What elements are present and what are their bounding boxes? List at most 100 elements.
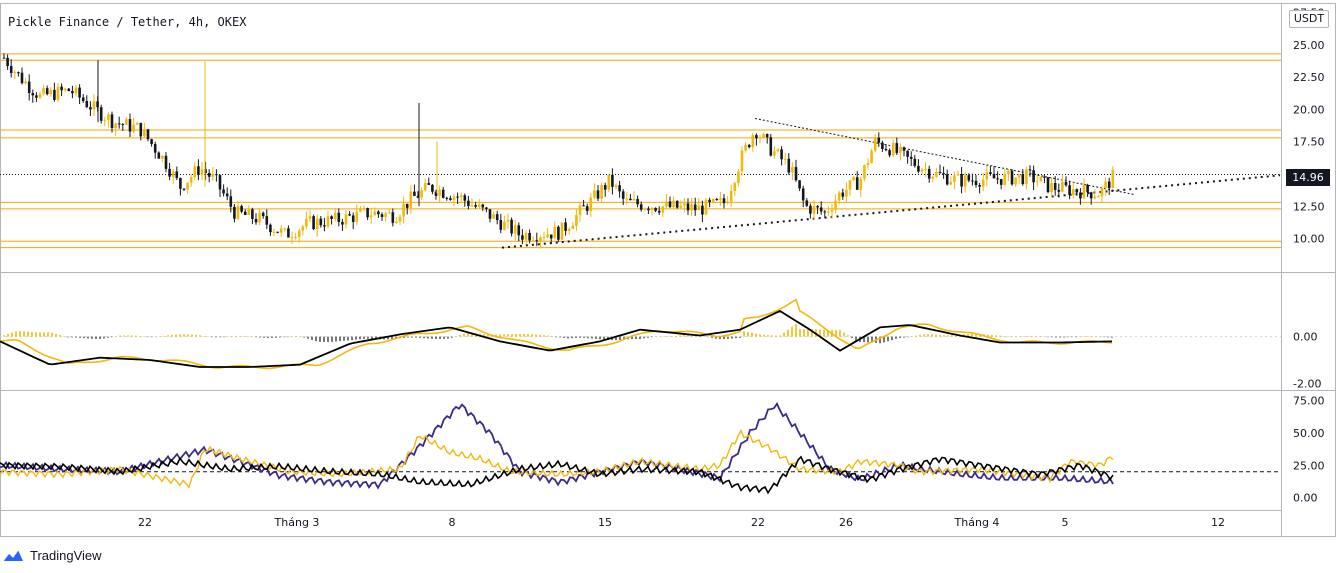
candle-body <box>128 119 132 132</box>
trend-lines <box>501 117 1281 249</box>
macd-histogram-bar <box>271 336 273 338</box>
time-tick-label: 22 <box>138 516 152 529</box>
macd-histogram-bar <box>667 336 669 337</box>
candle-body <box>866 163 870 166</box>
candle-body <box>132 124 135 132</box>
macd-histogram-bar <box>903 336 905 338</box>
macd-histogram-bar <box>451 336 453 338</box>
candle-body <box>539 237 542 242</box>
candle-body <box>438 189 441 196</box>
macd-histogram-bar <box>291 336 293 337</box>
candle-body <box>1064 182 1068 186</box>
macd-histogram-bar <box>795 323 797 337</box>
candle-body <box>78 87 81 98</box>
macd-histogram-bar <box>307 336 309 339</box>
macd-histogram-bar <box>919 334 921 337</box>
candle-body <box>1057 189 1061 192</box>
macd-histogram-bar <box>895 336 897 339</box>
candle-body <box>1043 176 1046 178</box>
candle-body <box>189 177 193 183</box>
macd-histogram-bar <box>215 336 217 338</box>
macd-histogram-bar <box>247 336 249 337</box>
candle-body <box>495 214 499 221</box>
di-plus-line <box>0 428 1114 489</box>
macd-histogram-bar <box>571 336 573 339</box>
macd-tick-label: -2.00 <box>1293 377 1321 390</box>
candle-body <box>477 204 481 207</box>
macd-histogram-bar <box>1099 336 1101 338</box>
candle-body <box>1003 173 1007 185</box>
candle-body <box>899 147 902 153</box>
macd-histogram-bar <box>135 335 137 337</box>
tradingview-branding[interactable]: TradingView <box>2 544 102 566</box>
candle-body <box>996 178 999 180</box>
currency-badge[interactable]: USDT <box>1289 10 1329 28</box>
macd-histogram-bar <box>267 336 269 339</box>
macd-histogram-bar <box>499 334 501 337</box>
candle-body <box>110 114 114 129</box>
candle-body <box>315 218 319 230</box>
candle-body <box>805 200 809 206</box>
macd-histogram-bar <box>991 334 993 337</box>
candle-body <box>225 193 229 197</box>
macd-tick-label: 0.00 <box>1293 331 1318 344</box>
candle-body <box>456 196 459 198</box>
macd-histogram-bar <box>1111 336 1113 338</box>
macd-histogram-bar <box>19 330 21 337</box>
price-tick-label: 12.50 <box>1293 200 1325 213</box>
macd-histogram-bar <box>687 334 689 337</box>
candle-body <box>171 171 175 177</box>
macd-histogram-bar <box>1047 336 1049 338</box>
macd-histogram-bar <box>663 336 665 337</box>
macd-histogram-bar <box>955 334 957 337</box>
macd-histogram-bar <box>971 333 973 337</box>
dmi-tick-label: 25.00 <box>1293 459 1325 472</box>
macd-histogram-bar <box>387 336 389 340</box>
macd-histogram-bar <box>59 334 61 337</box>
candle-body <box>517 225 521 236</box>
macd-histogram-bar <box>1019 336 1021 337</box>
candle-body <box>773 151 776 156</box>
candle-body <box>546 234 549 238</box>
macd-histogram-bar <box>119 335 121 337</box>
dmi-indicator <box>0 401 1281 495</box>
candle-body <box>150 139 153 144</box>
candle-body <box>924 168 927 170</box>
candle-body <box>816 205 819 208</box>
macd-histogram-bar <box>751 332 753 337</box>
candle-body <box>740 150 744 172</box>
candle-body <box>665 201 668 207</box>
candle-body <box>405 203 409 208</box>
macd-histogram-bar <box>743 331 745 337</box>
chart-frame[interactable]: 27.5025.0022.5020.0017.5015.0012.5010.00… <box>0 0 1338 540</box>
macd-histogram-bar <box>495 334 497 337</box>
candle-body <box>362 208 366 210</box>
macd-histogram-bar <box>319 336 321 342</box>
candle-body <box>859 178 863 190</box>
candle-body <box>726 201 729 204</box>
candle-body <box>801 188 805 201</box>
macd-histogram-bar <box>183 334 185 337</box>
macd-histogram-bar <box>515 333 517 337</box>
candle-body <box>625 198 629 200</box>
candle-body <box>427 183 431 185</box>
candle-body <box>60 86 63 91</box>
macd-histogram-bar <box>211 336 213 338</box>
candle-body <box>251 209 254 219</box>
candle-body <box>420 190 423 198</box>
candle-body <box>722 198 726 204</box>
macd-histogram-bar <box>239 335 241 337</box>
candle-body <box>729 191 733 202</box>
candle-body <box>240 205 243 212</box>
macd-histogram-bar <box>235 335 237 337</box>
macd-histogram-bar <box>431 336 433 339</box>
candle-body <box>794 167 798 181</box>
macd-histogram-bar <box>223 336 225 338</box>
macd-histogram-bar <box>459 335 461 337</box>
macd-histogram-bar <box>231 336 233 337</box>
macd-histogram-bar <box>935 334 937 337</box>
macd-histogram-bar <box>255 336 257 338</box>
macd-histogram-bar <box>1095 336 1097 337</box>
chart-canvas[interactable]: 27.5025.0022.5020.0017.5015.0012.5010.00… <box>0 0 1338 540</box>
macd-histogram-bar <box>1079 336 1081 337</box>
